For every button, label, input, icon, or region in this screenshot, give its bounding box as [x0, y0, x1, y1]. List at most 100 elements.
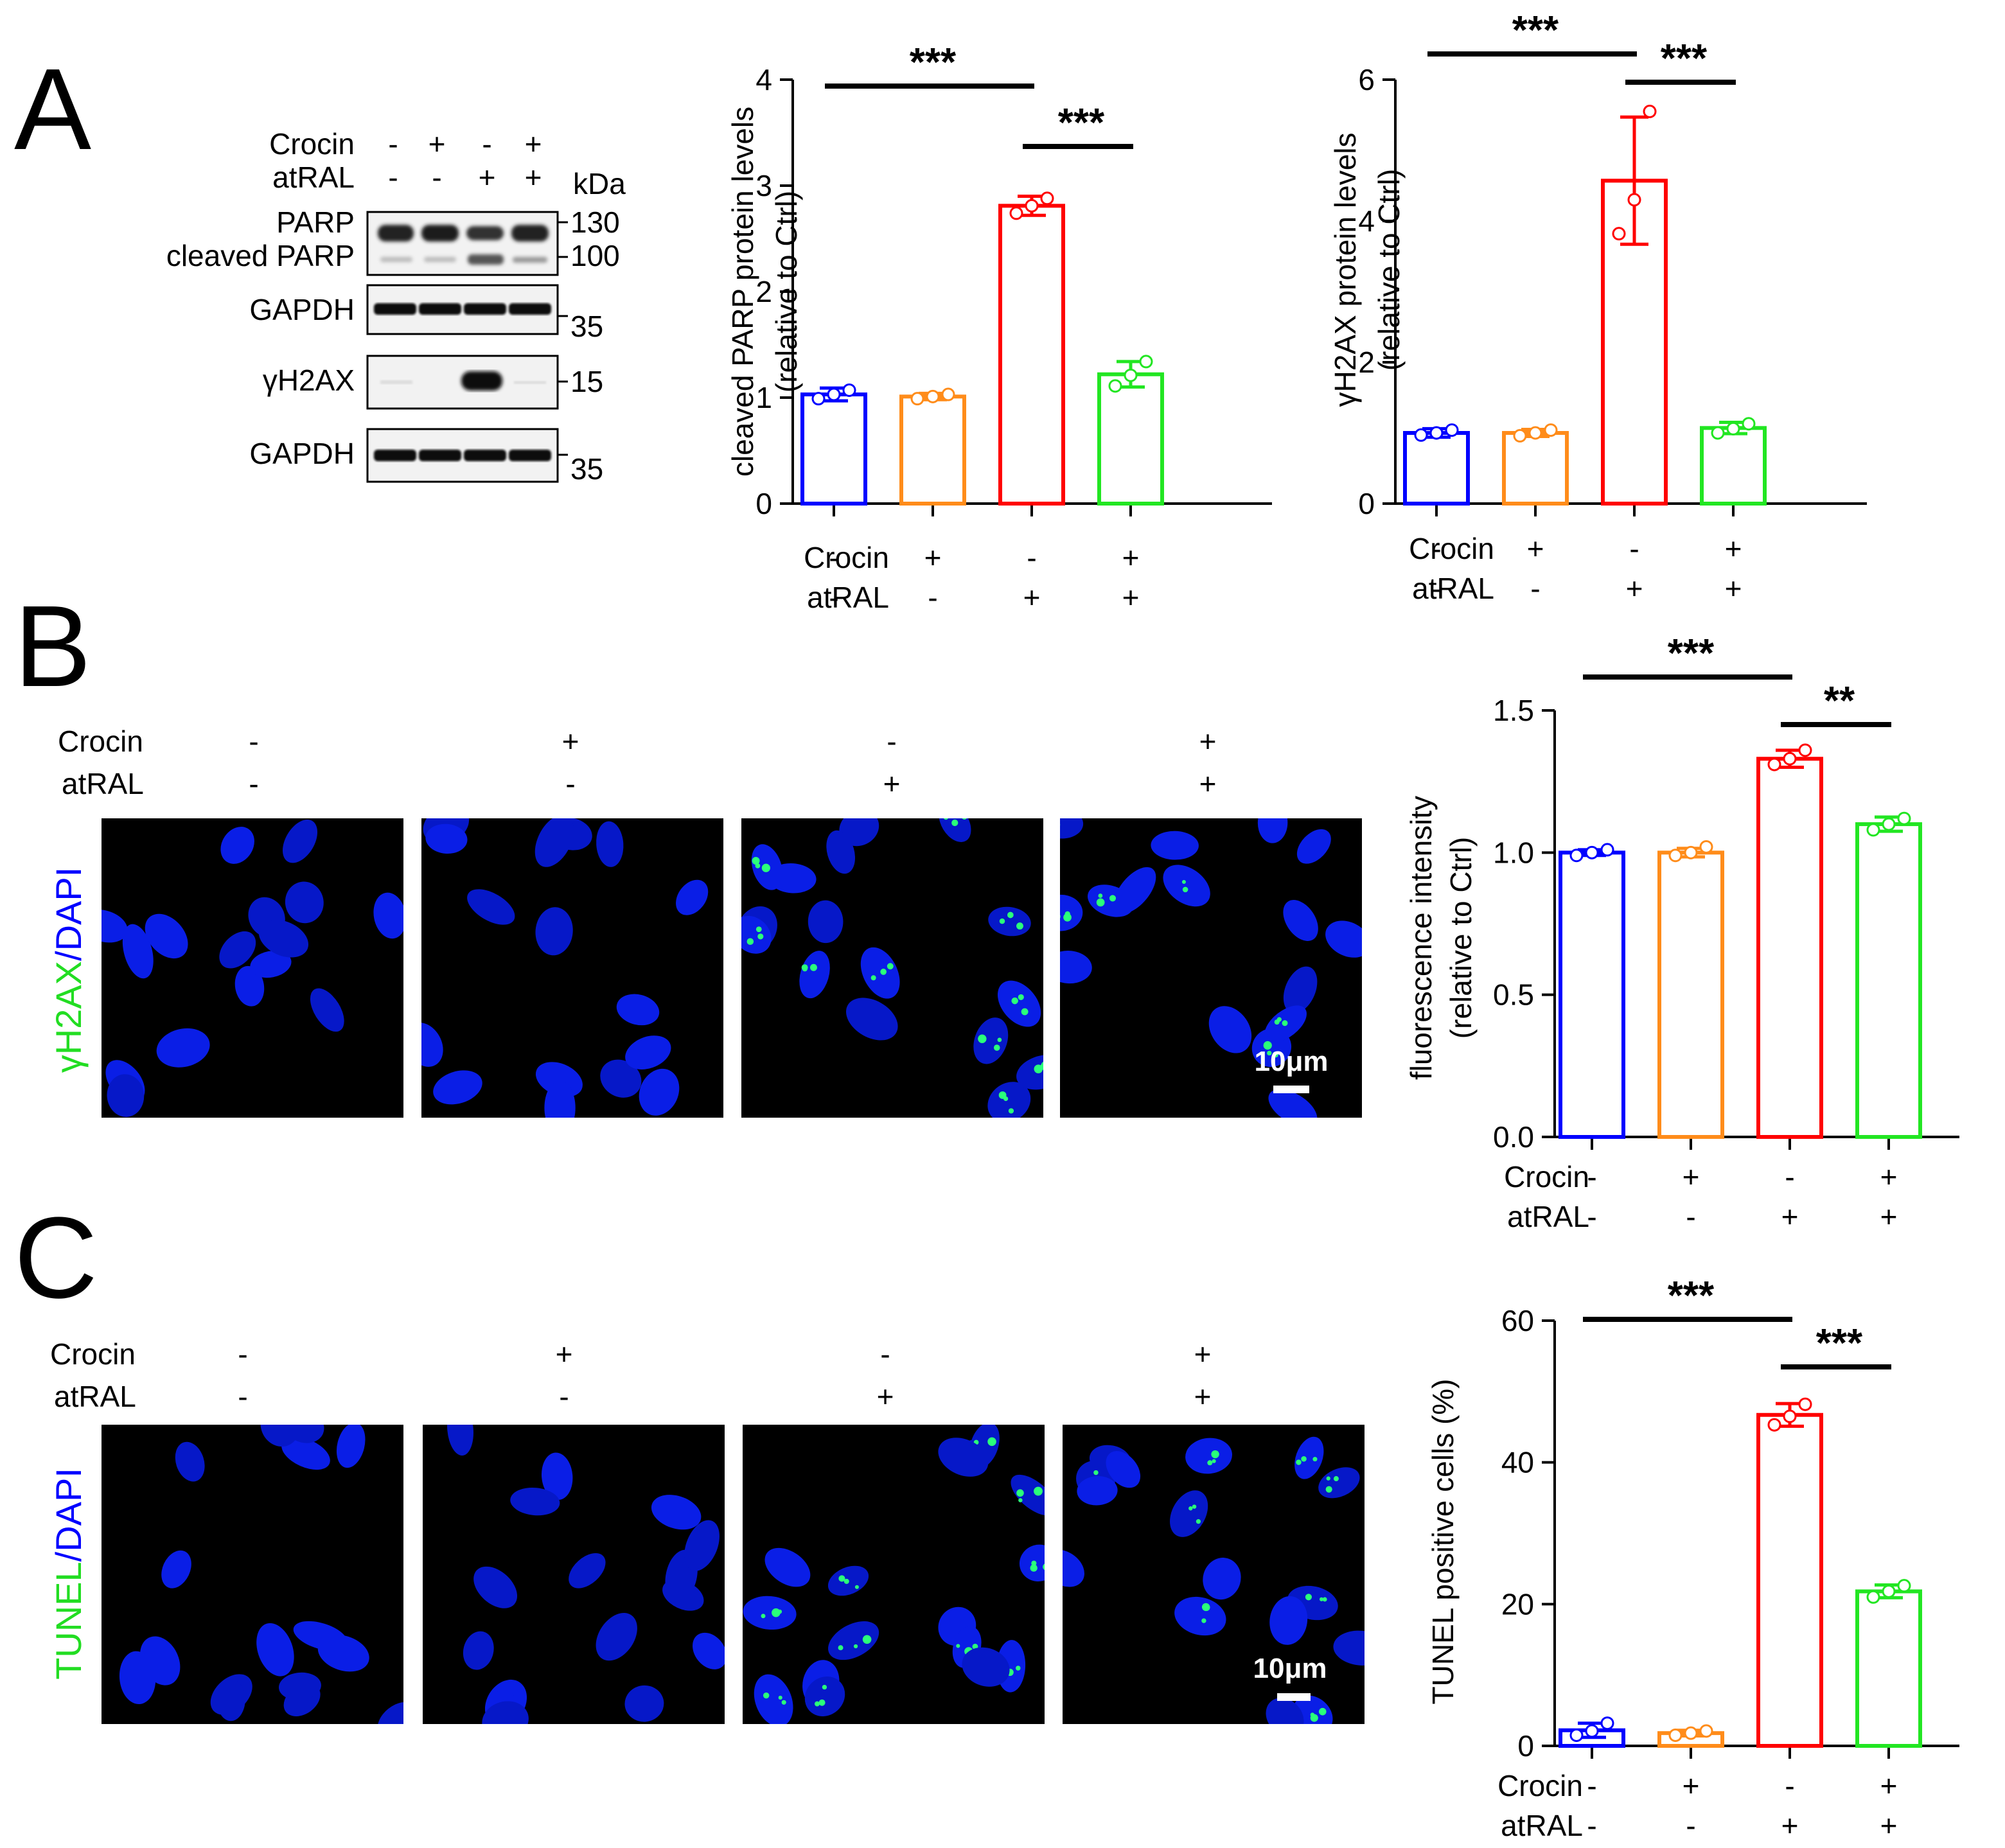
x-sign-atral: + — [1781, 1809, 1799, 1842]
marker-130: 130 — [570, 206, 620, 239]
x-sign-crocin: - — [1629, 532, 1639, 565]
bar — [1756, 757, 1823, 1139]
panel-label-a: A — [14, 45, 91, 174]
c-atral-sign-4: + — [1194, 1380, 1212, 1413]
nucleus — [1011, 1474, 1045, 1516]
nucleus — [1296, 829, 1331, 864]
green-foci — [887, 963, 894, 970]
green-foci — [1011, 997, 1018, 1005]
gh2ax-band-4 — [514, 381, 546, 384]
x-sign-atral: + — [1880, 1200, 1898, 1233]
data-point — [1897, 1579, 1911, 1593]
gapdh-1-band-4 — [509, 303, 551, 315]
green-foci — [951, 819, 958, 827]
bar — [998, 204, 1065, 506]
nucleus — [1163, 865, 1210, 907]
nucleus — [1106, 1451, 1141, 1488]
nucleus — [1294, 1436, 1324, 1479]
green-foci — [1333, 1476, 1339, 1482]
nucleus — [279, 1672, 321, 1700]
green-foci — [1034, 1064, 1043, 1073]
data-point — [1866, 1590, 1880, 1604]
y-tick-label: 1.5 — [1493, 694, 1534, 727]
b-atral-sign-4: + — [1199, 767, 1217, 800]
data-point — [1798, 1397, 1812, 1411]
x-sign-crocin: + — [1683, 1160, 1700, 1193]
green-foci — [1305, 1594, 1312, 1601]
nucleus — [122, 924, 154, 979]
b-crocin-sign-4: + — [1199, 725, 1217, 758]
nucleus — [1077, 1476, 1118, 1506]
data-point — [842, 383, 856, 397]
nucleus — [826, 830, 856, 874]
y-tick-label: 1.0 — [1493, 836, 1534, 869]
nucleus — [799, 951, 830, 999]
data-point — [1866, 823, 1880, 837]
x-sign-crocin: + — [1725, 532, 1742, 565]
y-tick-label: 4 — [755, 63, 772, 96]
c-atral-sign-1: - — [238, 1380, 247, 1413]
data-point — [1569, 849, 1584, 863]
blot-label-gapdh-1: GAPDH — [249, 293, 355, 326]
green-foci — [1109, 895, 1117, 902]
bar — [800, 392, 867, 506]
data-point — [1699, 1724, 1713, 1738]
nucleus — [569, 1553, 606, 1588]
green-foci — [1096, 898, 1105, 907]
nucleus — [596, 821, 624, 867]
green-foci — [1318, 1707, 1327, 1716]
nucleus — [1088, 884, 1134, 917]
x-row-label-atral: atRAL — [807, 581, 889, 614]
nucleus — [535, 907, 573, 956]
nucleus — [102, 909, 128, 943]
x-sign-crocin: + — [1527, 532, 1544, 565]
green-foci — [978, 1034, 987, 1043]
green-foci — [1272, 1052, 1279, 1058]
x-sign-atral: + — [1626, 572, 1643, 605]
nucleus — [743, 1596, 797, 1630]
nucleus — [1283, 900, 1318, 941]
nucleus — [676, 879, 709, 915]
nucleus — [600, 1059, 642, 1098]
nucleus — [651, 1495, 702, 1530]
nucleus — [421, 1022, 443, 1067]
green-foci — [1319, 1597, 1324, 1601]
nucleus — [1268, 1089, 1318, 1118]
parp-band-1 — [378, 225, 414, 242]
data-point — [1742, 417, 1756, 431]
gapdh-2-band-2 — [419, 450, 461, 461]
data-point — [827, 387, 841, 401]
c-condition-header: Crocin atRAL - + - + - - + + — [50, 1337, 1211, 1413]
green-foci — [854, 1585, 859, 1589]
green-foci — [1201, 1618, 1206, 1623]
micrograph-3 — [741, 818, 1043, 1118]
data-point — [1798, 743, 1812, 757]
green-foci — [862, 1635, 872, 1644]
significance-label: *** — [1058, 101, 1105, 145]
b-crocin-label: Crocin — [58, 725, 143, 758]
data-point — [1445, 423, 1459, 437]
green-foci — [962, 818, 967, 820]
nucleus — [938, 1438, 989, 1477]
x-row-label-atral: atRAL — [1501, 1809, 1583, 1842]
nucleus — [217, 1679, 245, 1721]
x-sign-crocin: - — [1027, 541, 1036, 574]
green-foci — [818, 1699, 826, 1706]
green-foci — [944, 818, 948, 820]
green-foci — [1267, 1050, 1272, 1056]
marker-35a: 35 — [570, 310, 603, 343]
nuclei — [741, 818, 1043, 1118]
y-axis-label: TUNEL positive cells (%) — [1426, 1379, 1460, 1705]
x-sign-crocin: - — [1587, 1160, 1596, 1193]
green-foci — [987, 1437, 996, 1447]
data-point — [1585, 845, 1599, 859]
b-atral-label: atRAL — [62, 767, 144, 800]
significance-label: *** — [1668, 631, 1715, 676]
green-foci — [755, 926, 762, 933]
bar — [1657, 850, 1724, 1140]
nucleus — [377, 1702, 403, 1724]
y-tick-label: 0 — [755, 487, 772, 520]
nucleus — [234, 965, 265, 1007]
green-foci — [1325, 1486, 1332, 1493]
